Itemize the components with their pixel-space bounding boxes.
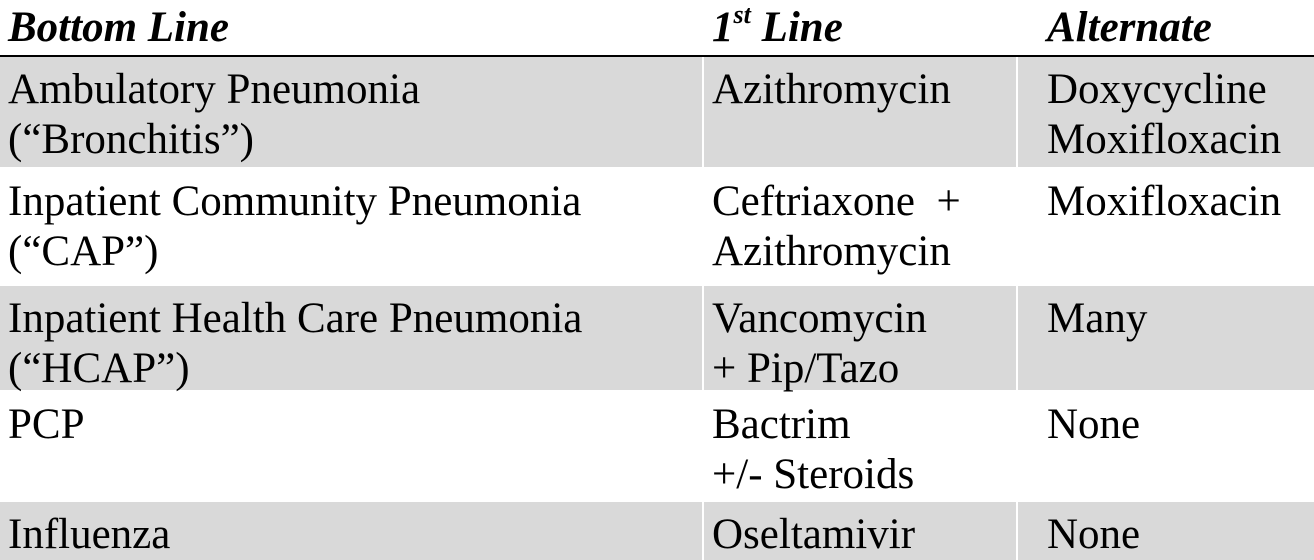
alternate-text: Doxycycline xyxy=(1047,66,1267,113)
alternate-cell: Many xyxy=(1018,286,1314,390)
condition-cell: Influenza xyxy=(0,502,702,560)
first-line-cell: Ceftriaxone + Azithromycin xyxy=(704,169,1016,286)
condition-cell: Inpatient Community Pneumonia (“CAP”) xyxy=(0,169,702,286)
first-line-text: Bactrim xyxy=(712,401,851,448)
first-line-text: Azithromycin xyxy=(712,66,951,113)
first-line-cell: Bactrim +/- Steroids xyxy=(704,392,1016,502)
condition-text: (“HCAP”) xyxy=(8,345,190,392)
table-row: Ambulatory Pneumonia (“Bronchitis”) Azit… xyxy=(0,57,1314,167)
alternate-text: Moxifloxacin xyxy=(1047,178,1282,225)
alternate-text: None xyxy=(1047,401,1141,448)
condition-text: Influenza xyxy=(8,511,171,558)
alternate-cell: None xyxy=(1018,502,1314,560)
condition-cell: Inpatient Health Care Pneumonia (“HCAP”) xyxy=(0,286,702,392)
condition-text: Ambulatory Pneumonia xyxy=(8,66,421,113)
condition-text: PCP xyxy=(8,401,85,448)
table-header: Bottom Line 1st Line Alternate xyxy=(0,0,1314,57)
first-line-cell: Azithromycin xyxy=(704,57,1016,167)
alternate-cell: Moxifloxacin xyxy=(1018,169,1314,286)
first-line-text: Vancomycin xyxy=(712,295,927,342)
alternate-cell: Doxycycline Moxifloxacin xyxy=(1018,57,1314,167)
first-line-text: +/- Steroids xyxy=(712,451,915,498)
condition-cell: PCP xyxy=(0,392,702,502)
header-alternate: Alternate xyxy=(1047,4,1212,51)
condition-text: Inpatient Community Pneumonia xyxy=(8,178,582,225)
condition-text: (“CAP”) xyxy=(8,228,159,275)
alternate-cell: None xyxy=(1018,392,1314,502)
first-line-text: Ceftriaxone + xyxy=(712,178,961,225)
header-first-line-rest: Line xyxy=(750,4,843,51)
alternate-text: None xyxy=(1047,511,1141,558)
table-row: Inpatient Health Care Pneumonia (“HCAP”)… xyxy=(0,286,1314,392)
first-line-text: Oseltamivir xyxy=(712,511,916,558)
header-first-line-superscript: st xyxy=(733,0,751,29)
table-row: Influenza Oseltamivir None xyxy=(0,502,1314,560)
header-bottom-line: Bottom Line xyxy=(8,4,229,51)
first-line-text: + Pip/Tazo xyxy=(712,345,900,392)
condition-text: Inpatient Health Care Pneumonia xyxy=(8,295,583,342)
first-line-text: Azithromycin xyxy=(712,228,951,275)
table-row: Inpatient Community Pneumonia (“CAP”) Ce… xyxy=(0,169,1314,286)
first-line-cell: Oseltamivir xyxy=(704,502,1016,560)
table-row: PCP Bactrim +/- Steroids None xyxy=(0,392,1314,502)
first-line-cell: Vancomycin + Pip/Tazo xyxy=(704,286,1016,392)
alternate-text: Moxifloxacin xyxy=(1047,116,1282,163)
header-first-line: 1st Line xyxy=(712,0,843,53)
header-first-line-number: 1 xyxy=(712,4,734,51)
condition-text: (“Bronchitis”) xyxy=(8,116,254,163)
alternate-text: Many xyxy=(1047,295,1148,342)
condition-cell: Ambulatory Pneumonia (“Bronchitis”) xyxy=(0,57,702,167)
